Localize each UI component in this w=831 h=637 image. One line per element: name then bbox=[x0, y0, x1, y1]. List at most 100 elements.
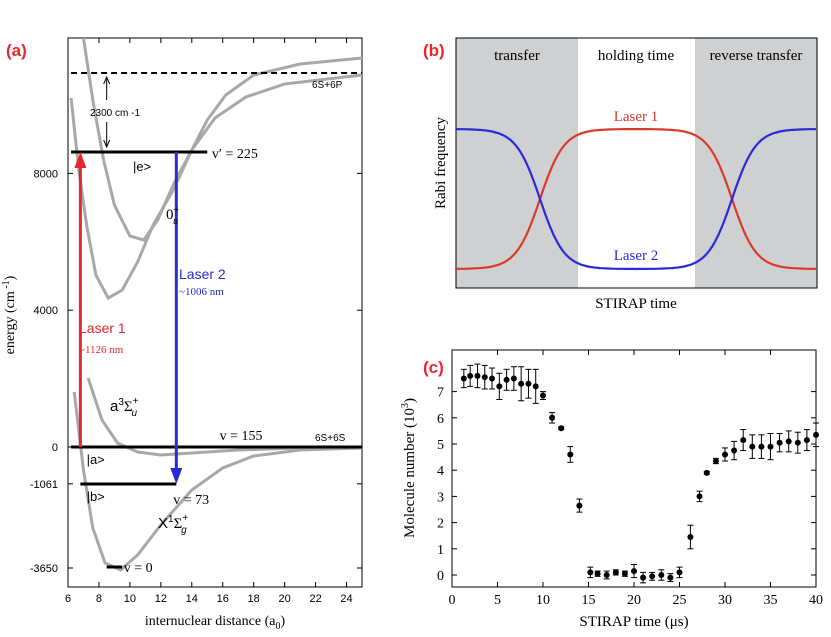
panel-a-ylabel-end: ) bbox=[3, 275, 18, 280]
data-point bbox=[612, 569, 619, 576]
x-state-label: X1Σ+ g bbox=[158, 513, 188, 536]
panel-a-frame bbox=[67, 37, 363, 588]
data-point bbox=[576, 502, 583, 509]
gap-arrowhead-up bbox=[103, 75, 111, 85]
panel-a-ylabel: energy (cm -1) bbox=[1, 275, 18, 354]
panel-a-xtick-label: 24 bbox=[340, 593, 352, 605]
panel-a-xtick-label: 22 bbox=[309, 593, 321, 605]
a-state-sub: u bbox=[131, 408, 137, 419]
data-point bbox=[518, 380, 525, 387]
potential-curve-2 bbox=[69, 73, 363, 301]
gap-arrowhead-down bbox=[103, 139, 111, 149]
gap-label: 2300 cm -1 bbox=[90, 108, 140, 119]
panel-c-ytick-label: 4 bbox=[437, 464, 444, 479]
data-point bbox=[532, 383, 539, 390]
panel-a: (a) |e>v′ = 225|a>v = 155|b> v = 73v = 0 … bbox=[1, 37, 363, 632]
data-point bbox=[474, 372, 481, 379]
panel-c-ytick-label: 6 bbox=[437, 412, 444, 427]
level-a-ket: |a> bbox=[87, 452, 105, 467]
level-b-ket: |b> bbox=[87, 489, 105, 504]
data-point bbox=[667, 574, 674, 581]
data-point bbox=[631, 568, 637, 575]
panel-c-ytick-label: 5 bbox=[437, 438, 444, 453]
region-holding-label: holding time bbox=[598, 48, 675, 64]
panel-c: (c) 0 5 10 15 20 25 30 35 40 0 1 2 3 4 5 6 7 STIRAP time… bbox=[400, 349, 823, 630]
asymptote-6s6p-label: 6S+6P bbox=[312, 80, 343, 91]
transfer-region bbox=[456, 38, 578, 288]
data-point bbox=[712, 458, 719, 465]
panel-a-ytick-label: 8000 bbox=[34, 168, 58, 180]
data-point bbox=[525, 380, 532, 387]
panel-c-xtick-label: 35 bbox=[764, 593, 778, 608]
laser1-series-label: Laser 1 bbox=[614, 109, 659, 125]
data-point bbox=[549, 414, 556, 421]
data-point bbox=[794, 439, 801, 446]
data-point bbox=[558, 425, 565, 432]
level-e-ket: |e> bbox=[133, 159, 151, 174]
panel-b-label: (b) bbox=[423, 41, 445, 60]
panel-b-frame bbox=[455, 37, 818, 289]
panel-c-xtick-label: 0 bbox=[449, 593, 456, 608]
panel-a-ylabel-main: energy (cm bbox=[3, 291, 18, 354]
data-point bbox=[722, 451, 728, 458]
a-state-plus: + bbox=[133, 396, 139, 407]
panel-a-xtick-label: 12 bbox=[155, 593, 167, 605]
panel-c-ytick-label: 1 bbox=[437, 543, 444, 558]
laser2-wavelength: ~1006 nm bbox=[179, 286, 224, 298]
data-point bbox=[510, 375, 517, 382]
o-state-sub: u bbox=[173, 216, 178, 227]
a-state-sup: 3 bbox=[118, 397, 124, 408]
data-point bbox=[481, 374, 488, 381]
panel-b-ylabel: Rabi frequency bbox=[433, 116, 449, 209]
data-point bbox=[731, 447, 738, 454]
data-point bbox=[687, 534, 694, 541]
panel-c-axes: 0 5 10 15 20 25 30 35 40 0 1 2 3 4 5 6 7 bbox=[437, 350, 823, 608]
x-state-sub: g bbox=[181, 525, 187, 536]
panel-c-xtick-label: 10 bbox=[536, 593, 550, 608]
reverse-transfer-region bbox=[695, 38, 817, 288]
panel-a-xlabel-sub: 0 bbox=[275, 621, 280, 632]
data-point bbox=[621, 570, 628, 577]
data-point bbox=[503, 376, 510, 383]
laser1-curve bbox=[455, 128, 817, 270]
panel-a-xlabel: internuclear distance (a0) bbox=[145, 614, 286, 632]
laser1-arrowhead bbox=[74, 152, 87, 168]
data-point bbox=[803, 437, 810, 444]
panel-a-xtick-label: 16 bbox=[217, 593, 229, 605]
panel-c-xtick-label: 20 bbox=[627, 593, 641, 608]
data-point bbox=[587, 569, 594, 576]
panel-c-xtick-label: 40 bbox=[809, 593, 823, 608]
panel-b-xlabel: STIRAP time bbox=[595, 296, 677, 312]
potential-curves bbox=[69, 37, 363, 572]
panel-a-xtick-label: 10 bbox=[124, 593, 136, 605]
region-transfer-label: transfer bbox=[494, 48, 540, 64]
o-state-plus: + bbox=[174, 205, 180, 216]
panel-c-ytick-label: 0 bbox=[437, 569, 444, 584]
laser2-label: Laser 2 bbox=[179, 266, 226, 282]
data-point bbox=[603, 572, 610, 578]
laser1-wavelength: ~1126 nm bbox=[79, 344, 124, 356]
potential-curve-0 bbox=[72, 391, 363, 572]
panel-a-xtick-label: 18 bbox=[248, 593, 260, 605]
laser-transitions bbox=[74, 75, 183, 484]
panel-c-ytick-label: 2 bbox=[437, 517, 444, 532]
data-point bbox=[489, 375, 496, 382]
level-e-vib-label: v′ = 225 bbox=[212, 147, 258, 162]
panel-a-xtick-label: 14 bbox=[186, 593, 198, 605]
region-reverse-label: reverse transfer bbox=[710, 48, 803, 64]
panel-a-xtick-label: 20 bbox=[279, 593, 291, 605]
data-point bbox=[640, 574, 647, 581]
level-v0-vib-label: v = 0 bbox=[124, 561, 153, 576]
data-point bbox=[540, 392, 546, 399]
energy-levels: |e> v′ = 225 |a> v = 155 |b> v = 73 v = 0 bbox=[71, 72, 362, 576]
data-point bbox=[749, 443, 756, 450]
data-point bbox=[594, 570, 601, 577]
level-b-vib-label: v = 73 bbox=[173, 493, 209, 508]
o-state-label: 0+ u bbox=[166, 205, 180, 227]
a-state-sigma: Σ bbox=[124, 399, 133, 415]
panel-c-label: (c) bbox=[423, 358, 444, 377]
data-point bbox=[740, 437, 747, 444]
panel-a-xlabel-main: internuclear distance (a bbox=[145, 614, 276, 629]
data-point bbox=[460, 375, 467, 382]
a-state-label: a3Σ+ u bbox=[110, 396, 139, 419]
